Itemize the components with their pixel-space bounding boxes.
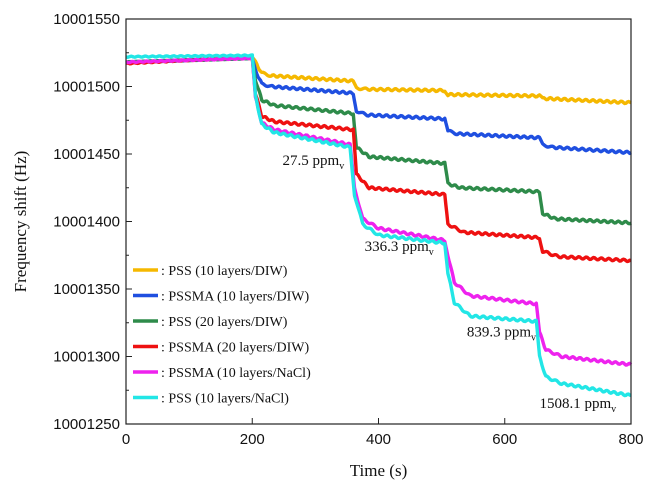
series-line (125, 56, 632, 156)
y-tick-label: 10001300 (53, 349, 120, 366)
y-tick-label: 10001550 (53, 11, 120, 28)
series-line (125, 56, 633, 367)
series-layer (125, 53, 633, 398)
legend-entry: : PSSMA (20 layers/DIW) (161, 341, 310, 356)
annotations: 27.5 ppmv 336.3 ppmv 839.3 ppmv 1508.1 ppmv (283, 153, 617, 415)
series-line (125, 56, 632, 226)
x-tick-label: 400 (366, 431, 391, 448)
x-tick-label: 800 (618, 431, 643, 448)
y-tick-label: 10001250 (53, 416, 120, 433)
y-tick-label: 10001400 (53, 214, 120, 231)
axis-ticks: 0 200 400 600 800 10001250 10001300 10001350 100… (53, 11, 643, 448)
x-tick-label: 200 (240, 431, 265, 448)
legend-entry: : PSS (20 layers/DIW) (161, 315, 288, 330)
legend-entry: : PSS (10 layers/NaCl) (161, 392, 289, 407)
y-tick-label: 10001500 (53, 79, 120, 96)
y-axis-title: Frequency shift (Hz) (11, 151, 30, 293)
x-axis-title: Time (s) (350, 461, 407, 480)
y-tick-label: 10001450 (53, 146, 120, 163)
legend-entry: : PSS (10 layers/DIW) (161, 264, 288, 279)
x-tick-label: 0 (122, 431, 130, 448)
legend-entry: : PSSMA (10 layers/NaCl) (161, 366, 311, 381)
concentration-annotation: 1508.1 ppmv (539, 396, 616, 415)
legend-entry: : PSSMA (10 layers/DIW) (161, 290, 310, 305)
series-line (125, 56, 632, 106)
plot-frame (125, 18, 632, 425)
concentration-annotation: 27.5 ppmv (283, 153, 345, 172)
concentration-annotation: 336.3 ppmv (365, 239, 434, 258)
x-tick-label: 600 (492, 431, 517, 448)
concentration-annotation: 839.3 ppmv (467, 324, 536, 343)
legend: : PSS (10 layers/DIW) : PSSMA (10 layers/… (133, 264, 311, 407)
y-tick-label: 10001350 (53, 281, 120, 298)
series-line (125, 53, 632, 398)
